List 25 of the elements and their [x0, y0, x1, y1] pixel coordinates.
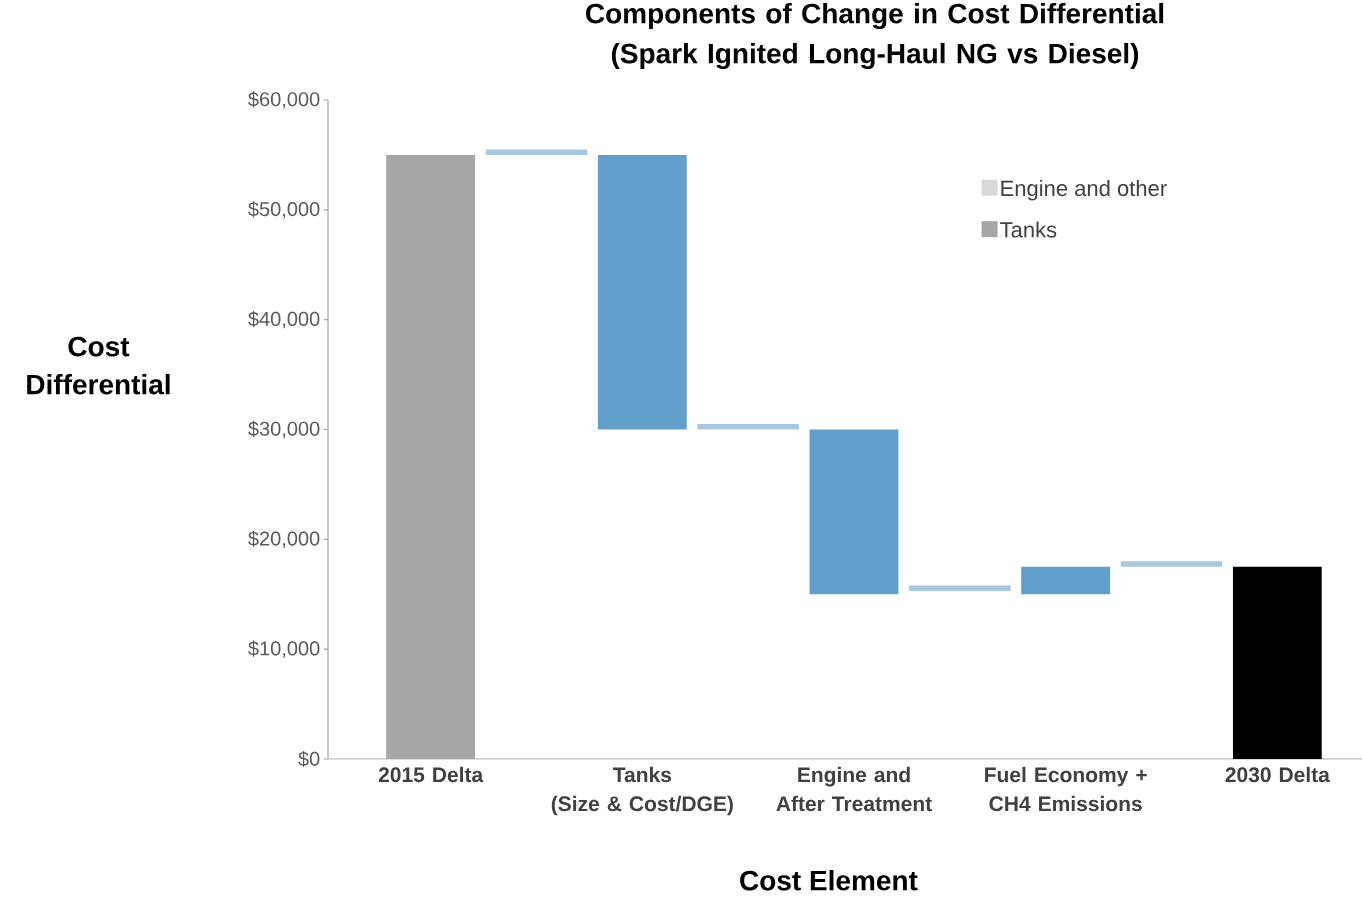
y-tick-label: $0: [298, 750, 320, 768]
x-axis-title: Cost Element: [740, 869, 918, 891]
bar: [1021, 566, 1111, 595]
y-tick-label: $60,000: [248, 91, 320, 109]
legend-label: Engine and other: [1001, 179, 1167, 201]
bar: [485, 149, 588, 155]
x-tick-label: Tanks (Size & Cost/DGE): [551, 766, 733, 816]
bar: [697, 424, 799, 430]
x-tick-label: Fuel Economy + CH4 Emissions: [985, 766, 1147, 812]
y-tick-label: $50,000: [248, 201, 320, 219]
x-tick-label: Engine and After Treatment: [776, 766, 932, 812]
bar: [909, 585, 1011, 591]
chart-title: Components of Change in Cost Differential (Spark Ignited Long-Haul NG vs Diesel): [586, 2, 1164, 70]
y-tick-label: $20,000: [248, 530, 320, 548]
y-tick-label: $10,000: [248, 640, 320, 658]
x-tick-label: 2015 Delta: [378, 766, 484, 783]
y-tick-label: $30,000: [248, 420, 320, 439]
y-axis-title: Cost Differential: [27, 336, 170, 395]
y-tick-label: $40,000: [248, 310, 320, 329]
bar: [809, 429, 899, 595]
bar: [1232, 566, 1322, 759]
legend-label: Tanks: [1000, 221, 1057, 238]
bar: [597, 154, 687, 430]
x-tick-label: 2030 Delta: [1225, 766, 1330, 783]
bar: [1120, 561, 1223, 567]
